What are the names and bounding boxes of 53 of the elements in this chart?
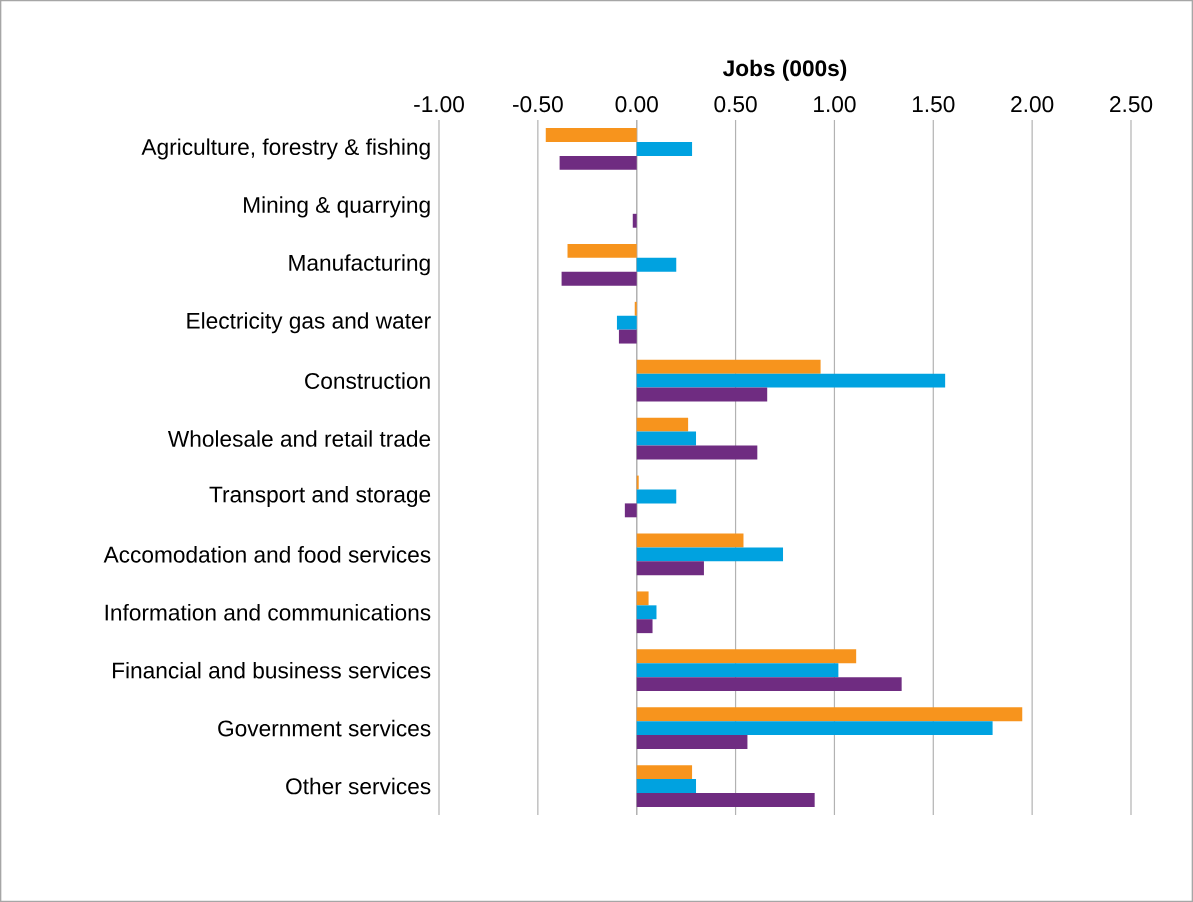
bar xyxy=(636,431,697,446)
bar xyxy=(636,373,946,388)
bar xyxy=(636,445,758,460)
y-tick-label: Mining & quarrying xyxy=(244,196,430,218)
bar xyxy=(636,779,697,793)
bar xyxy=(636,417,689,432)
bar xyxy=(559,155,637,170)
bar xyxy=(636,257,677,272)
y-tick-label: Government services xyxy=(218,719,431,737)
bar xyxy=(636,765,693,780)
bar xyxy=(636,677,902,692)
x-tick-label: 0.00 xyxy=(615,96,658,113)
y-tick-label: Information and communications xyxy=(105,603,431,621)
bar xyxy=(636,591,649,606)
y-tick-label: Wholesale and retail trade xyxy=(167,430,431,447)
y-tick-label: Transport and storage xyxy=(209,485,431,508)
y-tick-label: Construction xyxy=(305,372,430,389)
bar xyxy=(636,533,744,548)
bar xyxy=(567,243,637,258)
x-tick-label: 1.00 xyxy=(814,96,856,113)
x-tick-label: 1.50 xyxy=(912,96,955,113)
x-tick-label: 2.50 xyxy=(1110,96,1153,113)
bar xyxy=(624,503,637,518)
bar xyxy=(636,707,1023,722)
bar xyxy=(616,315,637,330)
y-tick-label: Manufacturing xyxy=(289,254,430,276)
bar xyxy=(636,489,677,504)
bar xyxy=(636,605,657,620)
x-tick-label: 2.00 xyxy=(1011,96,1054,113)
y-tick-label: Electricity gas and water xyxy=(187,312,431,334)
bar xyxy=(636,561,704,576)
bar xyxy=(636,619,653,634)
bar xyxy=(632,213,637,228)
bar xyxy=(636,359,821,374)
x-tick-label: -0.50 xyxy=(513,96,563,113)
bar xyxy=(636,663,839,678)
bar xyxy=(636,649,857,664)
bar xyxy=(618,329,637,344)
x-axis-title: Jobs (000s) xyxy=(722,59,847,81)
bar xyxy=(636,547,784,562)
bar xyxy=(636,142,693,156)
bar xyxy=(636,721,993,736)
x-tick-label: 0.50 xyxy=(714,96,757,113)
bar xyxy=(561,271,637,286)
x-tick-label: -1.00 xyxy=(414,96,464,113)
bar xyxy=(636,735,748,749)
bar xyxy=(545,128,637,142)
bar xyxy=(636,387,768,402)
y-tick-label: Agriculture, forestry & fishing xyxy=(141,138,430,160)
y-tick-label: Other services xyxy=(286,777,431,795)
y-tick-label: Accomodation and food services xyxy=(103,546,431,563)
bar xyxy=(636,792,815,807)
y-tick-label: Financial and business services xyxy=(113,661,431,679)
